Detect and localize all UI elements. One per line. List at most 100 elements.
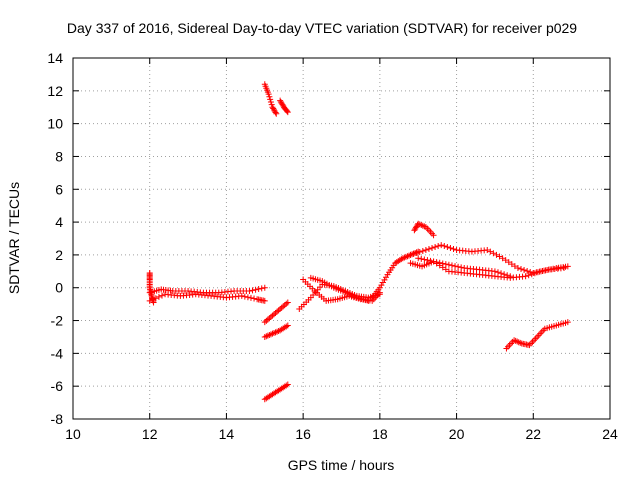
data-point: [432, 244, 439, 251]
data-point: [155, 293, 162, 300]
data-point: [267, 96, 274, 103]
data-point: [413, 249, 420, 256]
data-point: [494, 269, 501, 276]
data-point: [379, 279, 386, 286]
data-point: [246, 288, 253, 295]
series-arc-j: [307, 274, 372, 304]
data-point: [508, 261, 515, 268]
data-point: [496, 253, 503, 260]
data-point: [445, 261, 452, 268]
data-point: [418, 255, 425, 262]
data-point: [258, 285, 265, 292]
data-point: [441, 243, 448, 250]
y-tick-label: -4: [51, 345, 64, 361]
data-point: [281, 302, 288, 309]
data-point: [269, 312, 276, 319]
data-point: [261, 319, 268, 326]
x-tick-label: 10: [65, 426, 81, 442]
data-point: [407, 251, 414, 258]
data-point: [435, 243, 442, 250]
data-point: [382, 274, 389, 281]
data-point: [490, 250, 497, 257]
y-tick-label: -2: [51, 313, 64, 329]
data-point: [251, 295, 258, 302]
y-tick-label: -6: [51, 378, 64, 394]
data-point: [249, 287, 256, 294]
data-point: [265, 91, 272, 98]
data-point: [270, 311, 277, 318]
data-point: [491, 268, 498, 275]
data-point: [537, 268, 544, 275]
grid-lines: [73, 58, 610, 419]
data-point: [284, 381, 291, 388]
series-arc-l: [411, 220, 437, 239]
data-point: [447, 245, 454, 252]
data-point: [241, 293, 248, 300]
data-point: [266, 315, 273, 322]
data-point: [541, 267, 548, 274]
series-arc-g: [261, 299, 291, 326]
x-tick-label: 22: [525, 426, 541, 442]
y-tick-label: 0: [55, 280, 63, 296]
x-tick-label: 18: [372, 426, 388, 442]
data-point: [544, 267, 551, 274]
data-point: [547, 266, 554, 273]
data-point: [416, 248, 423, 255]
data-point: [430, 232, 437, 239]
data-point: [284, 299, 291, 306]
data-point: [424, 257, 431, 264]
data-point: [493, 251, 500, 258]
data-point: [534, 269, 541, 276]
data-point: [521, 267, 528, 274]
data-point: [487, 248, 494, 255]
data-point: [378, 282, 385, 289]
data-point: [518, 266, 525, 273]
data-point: [381, 276, 388, 283]
x-tick-label: 12: [142, 426, 158, 442]
data-point: [425, 246, 432, 253]
y-tick-label: 2: [55, 247, 63, 263]
data-point: [444, 244, 451, 251]
series-arc-f: [261, 322, 291, 340]
data-point: [507, 273, 514, 280]
y-tick-label: 14: [47, 50, 63, 66]
data-point: [268, 101, 275, 108]
data-point: [452, 263, 459, 270]
series-arc-a2: [146, 291, 268, 304]
data-point: [410, 250, 417, 257]
plot-frame: [72, 57, 611, 420]
data-point: [436, 259, 443, 266]
data-point: [280, 303, 287, 310]
data-point: [504, 272, 511, 279]
data-point: [284, 108, 291, 115]
data-point: [514, 265, 521, 272]
data-point: [564, 263, 571, 270]
data-point: [439, 260, 446, 267]
data-point: [524, 267, 531, 274]
series-arc-e: [261, 381, 291, 403]
y-tick-label: 10: [47, 116, 63, 132]
data-points: [146, 81, 571, 403]
data-point: [244, 294, 251, 301]
y-tick-label: 12: [47, 83, 63, 99]
x-tick-label: 24: [602, 426, 618, 442]
y-axis-label: SDTVAR / TECUs: [6, 182, 22, 294]
y-tick-label: 8: [55, 148, 63, 164]
data-point: [429, 245, 436, 252]
data-point: [252, 286, 259, 293]
data-point: [415, 255, 422, 262]
series-arc-d: [277, 97, 291, 116]
data-point: [273, 110, 280, 117]
data-point: [150, 299, 157, 306]
data-point: [498, 270, 505, 277]
data-point: [438, 242, 445, 249]
data-point: [274, 308, 281, 315]
data-point: [272, 309, 279, 316]
y-tick-label: 4: [55, 214, 63, 230]
data-point: [564, 319, 571, 326]
y-tick-label: 6: [55, 181, 63, 197]
data-point: [421, 256, 428, 263]
data-point: [448, 262, 455, 269]
data-point: [261, 284, 268, 291]
y-tick-label: -8: [51, 411, 64, 427]
